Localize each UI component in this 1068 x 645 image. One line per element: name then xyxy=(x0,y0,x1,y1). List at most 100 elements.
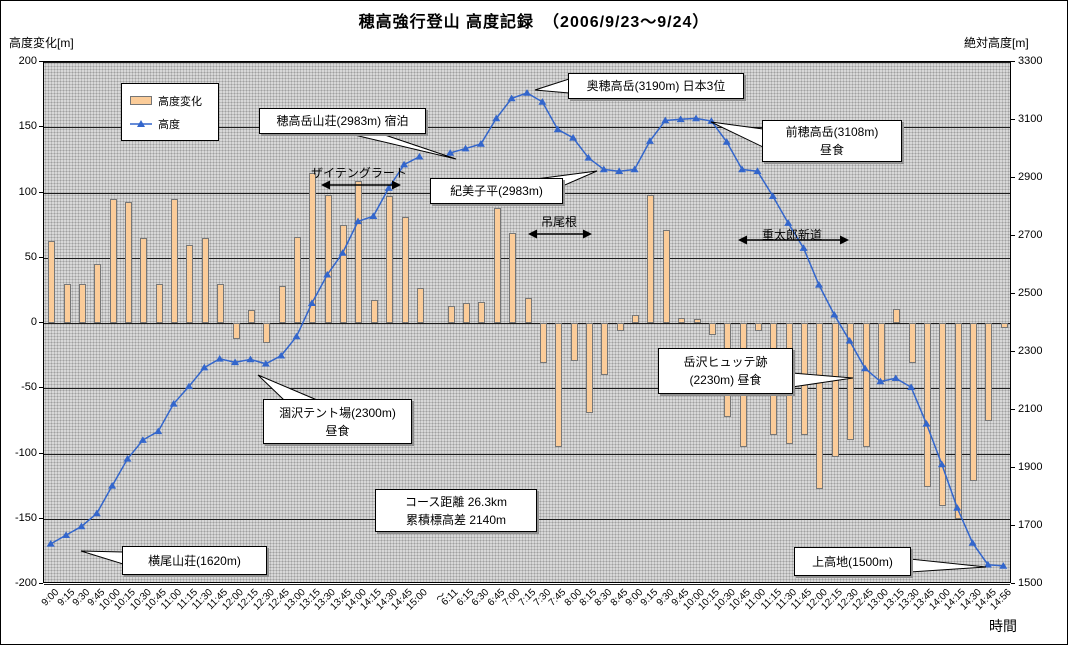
left-axis-tick xyxy=(39,256,43,258)
legend-line-swatch xyxy=(130,119,152,127)
callout-dakesawa: 岳沢ヒュッテ跡 (2230m) 昼食 xyxy=(658,348,793,394)
bar xyxy=(816,323,824,489)
left-axis-tick-label: -100 xyxy=(14,446,37,459)
bar xyxy=(217,283,225,323)
bar xyxy=(125,201,132,323)
callout-text: 前穂高岳(3108m) xyxy=(785,125,879,139)
bar xyxy=(908,323,916,364)
bar xyxy=(693,319,701,323)
gridline xyxy=(44,453,1010,455)
bar xyxy=(647,195,655,323)
callout-text: 横尾山荘(1620m) xyxy=(148,553,241,568)
bar xyxy=(109,199,117,323)
left-axis-tick-label: 200 xyxy=(18,55,37,67)
gridline xyxy=(44,62,1010,63)
callout-hotakadake-sanso: 穂高岳山荘(2983m) 宿泊 xyxy=(259,108,426,134)
left-axis-tick-label: -50 xyxy=(21,381,37,394)
legend-item-altitude: 高度 xyxy=(130,116,210,132)
left-axis-tick xyxy=(39,583,43,584)
bar xyxy=(401,217,409,323)
bar xyxy=(509,232,517,323)
bar xyxy=(877,323,885,382)
right-axis-tick xyxy=(1011,61,1015,62)
bar xyxy=(862,323,870,447)
bar xyxy=(416,287,424,323)
left-axis-tick xyxy=(39,322,43,323)
range-label-zaitengrat: ザイテングラート xyxy=(311,166,407,180)
right-axis-tick xyxy=(1011,293,1015,294)
right-axis-tick-label: 3100 xyxy=(1018,113,1043,125)
bar xyxy=(555,323,563,447)
legend: 高度変化 高度 xyxy=(121,83,219,141)
bar xyxy=(493,208,501,323)
right-axis-tick-label: 2300 xyxy=(1018,345,1043,357)
right-axis-tick xyxy=(1011,235,1015,236)
bar xyxy=(970,323,978,481)
callout-text: (2230m) 昼食 xyxy=(689,373,762,387)
bar xyxy=(309,172,317,323)
bar xyxy=(63,283,71,323)
bar xyxy=(232,323,240,339)
right-axis-tick xyxy=(1011,467,1015,468)
callout-text: 穂高岳山荘(2983m) 宿泊 xyxy=(276,114,409,128)
right-axis-tick xyxy=(1011,409,1015,410)
bar xyxy=(939,323,947,506)
right-axis-tick-label: 3300 xyxy=(1018,55,1043,67)
right-axis-tick-label: 1700 xyxy=(1018,519,1043,531)
left-axis-tick-label: -150 xyxy=(14,511,37,524)
bar xyxy=(201,238,209,323)
bar xyxy=(447,306,455,323)
bar xyxy=(155,283,163,323)
right-axis-tick xyxy=(1011,525,1015,526)
right-axis-tick xyxy=(1011,119,1015,120)
range-label-tsuriione: 吊尾根 xyxy=(540,215,578,229)
bar xyxy=(386,196,394,323)
bar xyxy=(893,308,901,323)
bar xyxy=(94,264,102,323)
bar xyxy=(370,299,378,323)
bar xyxy=(324,195,332,323)
bar xyxy=(831,323,839,458)
bar xyxy=(570,323,578,361)
bar xyxy=(847,323,855,441)
right-axis-tick xyxy=(1011,583,1015,584)
chart-title: 穂高強行登山 高度記録 （2006/9/23～9/24） xyxy=(358,14,710,31)
bar xyxy=(954,323,962,519)
bar xyxy=(247,309,255,323)
bar xyxy=(171,199,179,323)
callout-text: 奥穂高岳(3190m) 日本3位 xyxy=(586,79,726,93)
callout-text: 上高地(1500m) xyxy=(812,554,893,569)
left-axis-tick xyxy=(39,517,43,519)
bar xyxy=(355,180,363,323)
bar xyxy=(48,240,56,323)
right-axis-tick-label: 1900 xyxy=(1018,461,1043,473)
callout-course-info: コース距離 26.3km 累積標高差 2140m xyxy=(375,489,537,532)
callout-text: 岳沢ヒュッテ跡 xyxy=(683,355,768,369)
x-axis-title: 時間 xyxy=(989,618,1017,634)
left-axis-tick xyxy=(39,61,43,62)
bar xyxy=(340,225,348,323)
bar xyxy=(678,317,686,323)
right-axis-title: 絶対高度[m] xyxy=(964,36,1029,50)
bar xyxy=(524,298,532,323)
bar xyxy=(294,236,302,323)
bar xyxy=(263,323,271,343)
bar xyxy=(278,286,286,323)
right-axis-tick-label: 2700 xyxy=(1018,229,1043,241)
callout-okuhotaka: 奥穂高岳(3190m) 日本3位 xyxy=(568,73,744,99)
legend-item-change: 高度変化 xyxy=(130,93,210,109)
left-axis-tick-label: -200 xyxy=(14,577,37,589)
callout-karasawa: 涸沢テント場(2300m) 昼食 xyxy=(263,399,412,444)
left-axis-tick xyxy=(39,452,43,454)
callout-yokoo: 横尾山荘(1620m) xyxy=(122,546,267,575)
callout-kimikodaira: 紀美子平(2983m) xyxy=(430,178,563,204)
left-axis-tick-label: 100 xyxy=(18,185,37,198)
left-axis-title: 高度変化[m] xyxy=(9,36,74,50)
bar xyxy=(708,323,716,335)
bar xyxy=(1000,323,1008,329)
bar xyxy=(601,323,609,376)
legend-line-label: 高度 xyxy=(158,118,180,131)
callout-text: 昼食 xyxy=(325,423,350,438)
right-axis-tick-label: 2100 xyxy=(1018,403,1043,415)
left-axis-tick-label: 50 xyxy=(24,250,37,263)
